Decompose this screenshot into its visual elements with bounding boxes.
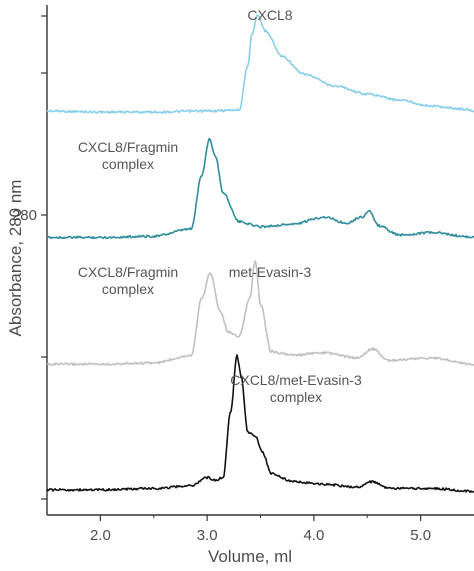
peak-label-line: CXCL8/Fragmin (78, 139, 178, 155)
y-tick-marks (41, 15, 47, 500)
peak-label: CXCL8/Fragmin complex (78, 264, 178, 297)
peak-label-line: met-Evasin-3 (229, 264, 312, 280)
peak-label-line: CXCL8/Fragmin (78, 264, 178, 280)
peak-label-line: CXCL8 (247, 7, 292, 23)
trace-line-3 (46, 260, 474, 367)
x-tick-label: 5.0 (410, 527, 431, 544)
x-axis-title: Volume, ml (208, 547, 292, 566)
trace-line-2 (46, 138, 474, 240)
traces (46, 14, 474, 493)
peak-label: met-Evasin-3 (229, 264, 312, 280)
x-tick-labels: 2.0 3.0 4.0 5.0 (90, 527, 431, 544)
x-tick-label: 2.0 (90, 527, 111, 544)
peak-label-line: complex (270, 389, 322, 405)
peak-label: CXCL8/Fragmin complex (78, 139, 178, 172)
peak-label: CXCL8/met-Evasin-3 complex (230, 372, 362, 405)
trace-line-4 (46, 354, 474, 493)
peak-label-line: CXCL8/met-Evasin-3 (230, 372, 362, 388)
peak-label: CXCL8 (247, 7, 292, 23)
axes (46, 5, 474, 516)
peak-label-line: complex (102, 156, 154, 172)
x-tick-label: 4.0 (303, 527, 324, 544)
y-tick-label-280: 280 (12, 207, 37, 224)
peak-label-line: complex (102, 281, 154, 297)
x-tick-label: 3.0 (197, 527, 218, 544)
trace-line-1 (46, 14, 474, 114)
x-tick-marks (99, 515, 422, 521)
y-axis-title: Absorbance, 280 nm (6, 180, 25, 337)
